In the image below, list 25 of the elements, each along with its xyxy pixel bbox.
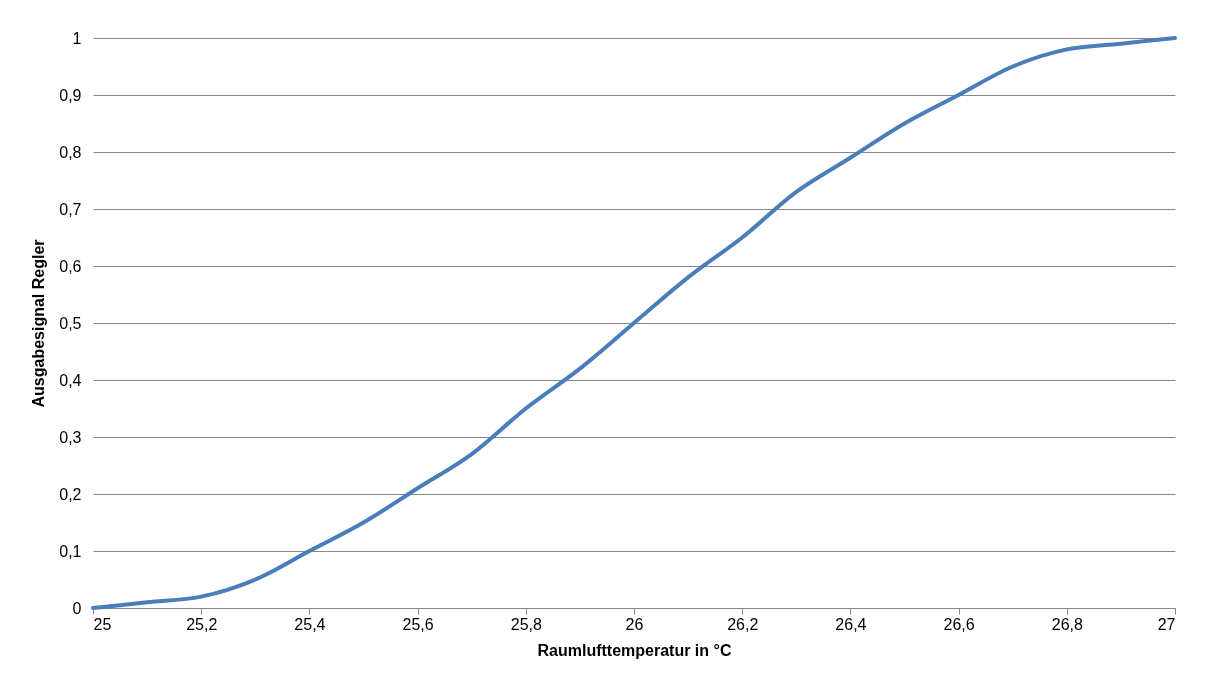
y-tick-label: 0,2 [59,485,82,503]
x-tick-label: 25,2 [186,615,218,633]
x-tick-label: 27 [1157,615,1176,633]
x-axis-title: Raumlufttemperatur in °C [537,641,732,659]
x-tick-label: 26,6 [943,615,975,633]
y-tick-label: 0,7 [59,200,82,218]
x-tick-label: 25 [93,615,112,633]
x-tick-label: 26,2 [727,615,759,633]
x-tick-label: 25,6 [402,615,434,633]
y-tick-label: 0,6 [59,257,82,275]
y-tick-label: 0 [72,599,82,617]
line-series [91,36,1177,610]
x-tick-label: 26,8 [1051,615,1083,633]
y-tick-label: 1 [72,29,82,47]
y-tick-label: 0,9 [59,86,82,104]
x-tick-label: 26 [625,615,644,633]
y-axis-title: Ausgabesignal Regler [30,239,48,408]
y-tick-label: 0,1 [59,542,82,560]
x-tick-label: 26,4 [835,615,867,633]
y-tick-label: 0,8 [59,143,82,161]
x-tick-label: 25,4 [294,615,326,633]
x-tick-label: 25,8 [510,615,542,633]
y-tick-label: 0,3 [59,428,82,446]
y-tick-label: 0,5 [59,314,82,332]
y-tick-label: 0,4 [59,371,82,389]
